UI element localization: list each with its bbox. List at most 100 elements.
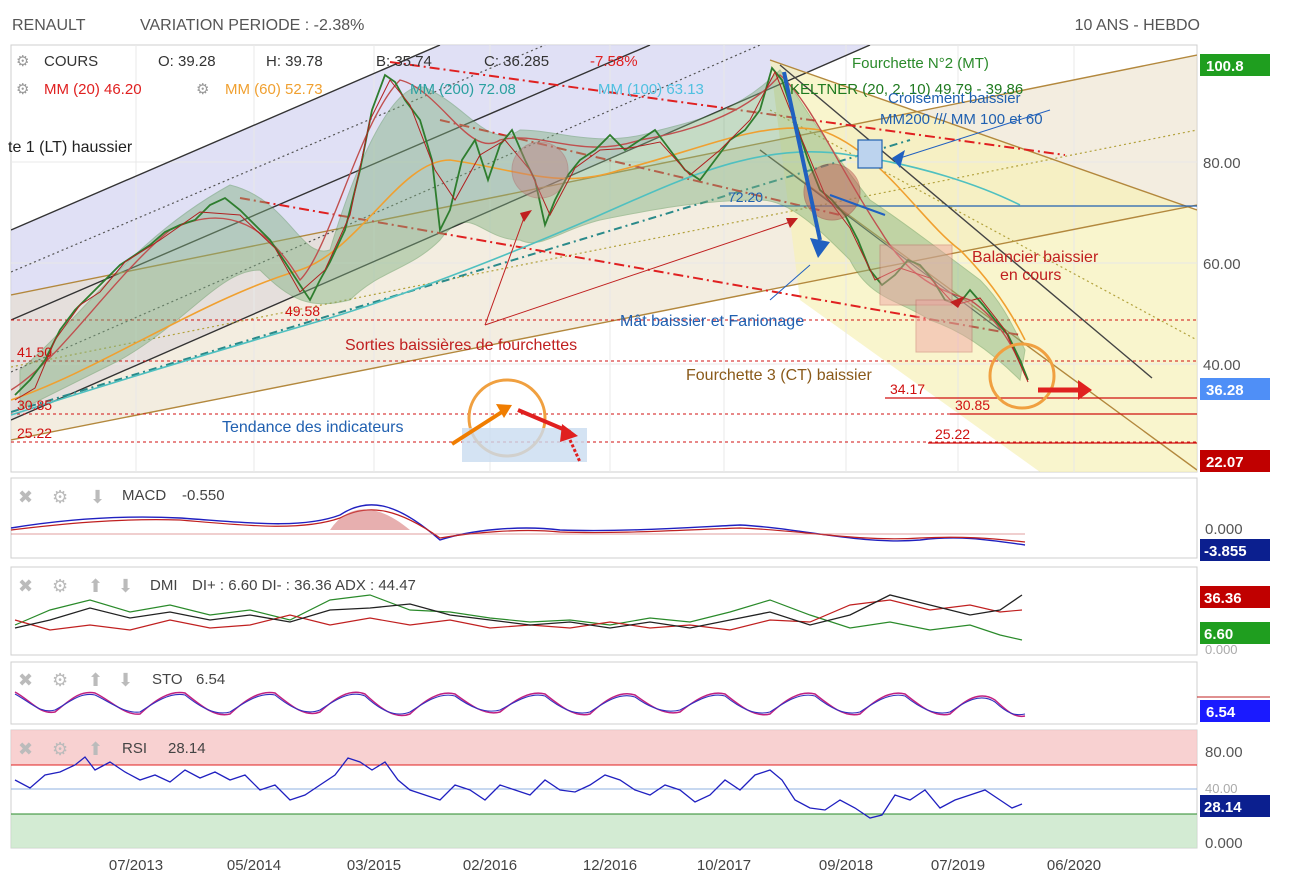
x-tick: 05/2014 bbox=[227, 857, 281, 874]
macd-label: MACD bbox=[122, 487, 166, 504]
close-icon[interactable]: ✖ bbox=[18, 487, 33, 507]
sto-header: ✖ ⚙ ⬆ ⬇ STO 6.54 bbox=[18, 670, 225, 690]
open-value: O: 39.28 bbox=[158, 53, 216, 70]
macd-header: ✖ ⚙ ⬇ MACD -0.550 bbox=[18, 487, 225, 507]
mm200-label: MM (200) 72.08 bbox=[410, 81, 516, 98]
annotation-croisement-2: MM200 /// MM 100 et 60 bbox=[880, 111, 1043, 128]
dmi-zero-tick: 0.000 bbox=[1205, 642, 1238, 657]
annotation-croisement-1: Croisement baissier bbox=[888, 90, 1021, 107]
dmi-panel[interactable] bbox=[10, 566, 1198, 656]
level-41-50: 41.50 bbox=[17, 344, 52, 360]
rsi-tag-bg bbox=[1200, 795, 1270, 817]
level-34-17: 34.17 bbox=[890, 381, 925, 397]
dmi-tag-2-bg bbox=[1200, 622, 1270, 644]
dmi-header: ✖ ⚙ ⬆ ⬇ DMI DI+ : 6.60 DI- : 36.36 ADX :… bbox=[18, 576, 416, 596]
arrow-down-icon[interactable]: ⬇ bbox=[118, 576, 133, 596]
gear-icon[interactable]: ⚙ bbox=[52, 739, 68, 759]
timeframe-label: 10 ANS - HEBDO bbox=[1075, 17, 1200, 34]
price-tag-last: 36.28 bbox=[1206, 382, 1244, 399]
price-tag-bottom-bg bbox=[1200, 450, 1270, 472]
dmi-label: DMI bbox=[150, 577, 178, 594]
dmi-tag-1: 36.36 bbox=[1204, 590, 1242, 607]
legend-row-2: ⚙ MM (20) 46.20 ⚙ MM (60) 52.73 MM (200)… bbox=[16, 81, 1023, 98]
rsi-tick-40: 40.00 bbox=[1205, 781, 1238, 796]
price-tick-80: 80.00 bbox=[1203, 155, 1241, 172]
x-tick: 09/2018 bbox=[819, 857, 873, 874]
rsi-label: RSI bbox=[122, 740, 147, 757]
arrow-up-icon[interactable]: ⬆ bbox=[88, 670, 103, 690]
level-72-20: 72.20 bbox=[728, 189, 763, 205]
macd-value: -0.550 bbox=[182, 487, 225, 504]
price-drawings bbox=[11, 45, 1197, 472]
annotation-balancier-2: en cours bbox=[1000, 267, 1061, 284]
rsi-tick-0: 0.000 bbox=[1205, 835, 1243, 852]
annotation-fourchette-2: Fourchette N°2 (MT) bbox=[852, 55, 989, 72]
gear-icon[interactable]: ⚙ bbox=[52, 670, 68, 690]
price-tag-last-bg bbox=[1200, 378, 1270, 400]
sto-value: 6.54 bbox=[196, 671, 225, 688]
x-tick: 06/2020 bbox=[1047, 857, 1101, 874]
level-25-22-left: 25.22 bbox=[17, 425, 52, 441]
x-tick: 12/2016 bbox=[583, 857, 637, 874]
annotation-fourchette-3: Fourchette 3 (CT) baissier bbox=[686, 367, 873, 384]
low-value: B: 35.74 bbox=[376, 53, 432, 70]
arrow-down-icon[interactable]: ⬇ bbox=[90, 487, 105, 507]
price-tag-bottom: 22.07 bbox=[1206, 454, 1244, 471]
x-axis: 07/2013 05/2014 03/2015 02/2016 12/2016 … bbox=[109, 857, 1101, 874]
level-49-58: 49.58 bbox=[285, 303, 320, 319]
rsi-tag: 28.14 bbox=[1204, 799, 1242, 816]
gear-icon[interactable]: ⚙ bbox=[52, 487, 68, 507]
gear-icon[interactable]: ⚙ bbox=[52, 576, 68, 596]
level-30-85-left: 30.85 bbox=[17, 397, 52, 413]
arrow-up-icon[interactable]: ⬆ bbox=[88, 739, 103, 759]
dmi-value: DI+ : 6.60 DI- : 36.36 ADX : 44.47 bbox=[192, 577, 416, 594]
annotation-mat: Mât baissier et Fanionage bbox=[620, 313, 804, 330]
macd-tag: -3.855 bbox=[1204, 543, 1247, 560]
sto-tag-bg bbox=[1200, 700, 1270, 722]
mm60-label: MM (60) 52.73 bbox=[225, 81, 323, 98]
price-tag-top-bg bbox=[1200, 54, 1270, 76]
high-value: H: 39.78 bbox=[266, 53, 323, 70]
x-tick: 02/2016 bbox=[463, 857, 517, 874]
gear-icon[interactable]: ⚙ bbox=[16, 81, 29, 98]
x-tick: 07/2019 bbox=[931, 857, 985, 874]
sto-tag: 6.54 bbox=[1206, 704, 1236, 721]
annotation-tendance: Tendance des indicateurs bbox=[222, 419, 403, 436]
close-icon[interactable]: ✖ bbox=[18, 670, 33, 690]
mm100-label: MM (100) 63.13 bbox=[598, 81, 704, 98]
price-tick-60: 60.00 bbox=[1203, 256, 1241, 273]
symbol-title: RENAULT bbox=[12, 17, 86, 34]
macd-zero-tick: 0.000 bbox=[1205, 521, 1243, 538]
dmi-tag-1-bg bbox=[1200, 586, 1270, 608]
change-value: -7.58% bbox=[590, 53, 638, 70]
arrow-down-icon[interactable]: ⬇ bbox=[118, 670, 133, 690]
dmi-tag-2: 6.60 bbox=[1204, 626, 1233, 643]
close-icon[interactable]: ✖ bbox=[18, 576, 33, 596]
keltner-label: KELTNER (20, 2, 10) 49.79 - 39.86 bbox=[790, 81, 1023, 98]
level-30-85-right: 30.85 bbox=[955, 397, 990, 413]
mm20-label: MM (20) 46.20 bbox=[44, 81, 142, 98]
cours-label: COURS bbox=[44, 53, 98, 70]
price-tag-top: 100.8 bbox=[1206, 58, 1244, 75]
x-tick: 03/2015 bbox=[347, 857, 401, 874]
sto-label: STO bbox=[152, 671, 183, 688]
gear-icon[interactable]: ⚙ bbox=[16, 53, 29, 70]
macd-tag-bg bbox=[1200, 539, 1270, 561]
gear-icon[interactable]: ⚙ bbox=[196, 81, 209, 98]
rsi-header: ✖ ⚙ ⬆ RSI 28.14 bbox=[18, 739, 206, 759]
arrow-up-icon[interactable]: ⬆ bbox=[88, 576, 103, 596]
sto-panel[interactable] bbox=[10, 661, 1198, 725]
x-tick: 10/2017 bbox=[697, 857, 751, 874]
level-25-22-right: 25.22 bbox=[935, 426, 970, 442]
x-tick: 07/2013 bbox=[109, 857, 163, 874]
price-tick-40: 40.00 bbox=[1203, 357, 1241, 374]
annotation-fourchette-1: te 1 (LT) haussier bbox=[8, 139, 133, 156]
close-value: C: 36.285 bbox=[484, 53, 549, 70]
legend-row-1: ⚙ COURS O: 39.28 H: 39.78 B: 35.74 C: 36… bbox=[16, 53, 638, 70]
macd-panel[interactable] bbox=[10, 477, 1198, 559]
close-icon[interactable]: ✖ bbox=[18, 739, 33, 759]
period-variation: VARIATION PERIODE : -2.38% bbox=[140, 17, 364, 34]
rsi-tick-80: 80.00 bbox=[1205, 744, 1243, 761]
annotation-sorties: Sorties baissières de fourchettes bbox=[345, 337, 577, 354]
